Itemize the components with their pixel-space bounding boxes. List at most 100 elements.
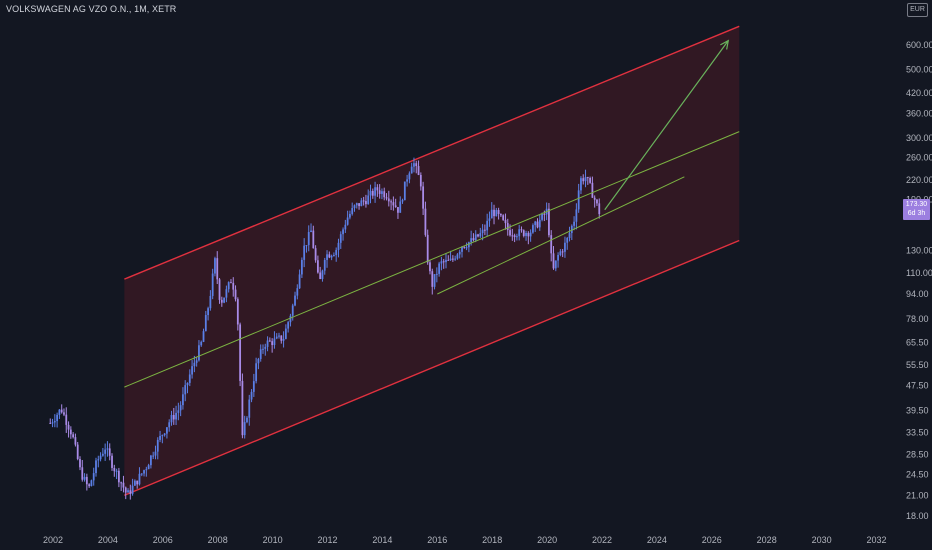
candle-body — [447, 259, 450, 261]
candle-body — [220, 299, 223, 303]
candle-body — [429, 262, 431, 272]
candle-body — [435, 273, 438, 275]
y-tick-label: 21.00 — [906, 490, 929, 500]
mid-trendline-short[interactable] — [437, 176, 685, 295]
candle-body — [575, 209, 578, 222]
y-tick-label: 33.50 — [906, 428, 929, 438]
candle-body — [426, 234, 429, 263]
candle-body — [307, 232, 310, 246]
candle-body — [159, 435, 161, 440]
candle-body — [442, 261, 445, 263]
candle-body — [337, 242, 340, 250]
candle-body — [564, 242, 566, 252]
candle-body — [506, 223, 509, 231]
candle-body — [461, 246, 463, 252]
candle-body — [193, 362, 196, 367]
candle-body — [133, 480, 136, 486]
candle-body — [152, 455, 155, 457]
chart-title: VOLKSWAGEN AG VZO O.N., 1M, XETR — [6, 4, 177, 14]
last-price-countdown: 6d 3h — [907, 210, 926, 217]
candle-body — [168, 422, 171, 428]
channel-upper-line[interactable] — [124, 25, 740, 280]
candle-body — [490, 209, 493, 219]
candle-body — [410, 166, 413, 174]
candle-body — [495, 210, 498, 217]
y-tick-label: 78.00 — [906, 314, 929, 324]
candle-body — [312, 230, 315, 249]
candle-body — [483, 229, 486, 231]
candle-body — [316, 260, 319, 273]
candle-body — [333, 255, 335, 257]
candle-body — [584, 177, 587, 182]
candle-body — [445, 259, 447, 263]
candle-body — [376, 187, 379, 191]
candle-body — [294, 295, 296, 306]
candle-body — [392, 202, 395, 206]
candle-body — [440, 261, 443, 264]
candle-body — [458, 251, 461, 255]
candle-body — [408, 173, 411, 180]
candle-body — [548, 208, 550, 236]
candle-body — [60, 409, 63, 413]
candle-body — [303, 245, 306, 260]
candle-body — [218, 279, 221, 300]
candle-body — [211, 273, 214, 296]
y-tick-label: 360.00 — [906, 109, 932, 119]
candle-body — [175, 412, 177, 420]
candle-body — [170, 415, 173, 423]
candle-body — [129, 490, 132, 494]
candle-body — [362, 200, 365, 202]
candle-body — [406, 179, 409, 182]
candle-body — [58, 409, 61, 415]
candle-body — [438, 263, 441, 274]
candle-body — [131, 485, 134, 494]
candle-body — [188, 374, 191, 383]
candle-body — [374, 187, 376, 196]
candle-body — [241, 380, 244, 436]
candle-body — [516, 236, 518, 238]
y-tick-label: 94.00 — [906, 289, 929, 299]
mid-trendline-long[interactable] — [124, 131, 740, 388]
candle-body — [305, 245, 308, 247]
candle-body — [97, 459, 100, 461]
candle-body — [431, 271, 434, 287]
candle-body — [415, 163, 418, 167]
candle-body — [246, 417, 248, 423]
candle-body — [257, 358, 260, 364]
last-price-value: 173.30 — [905, 201, 928, 208]
candle-body — [191, 366, 193, 375]
trendlines-layer — [124, 39, 740, 388]
candle-body — [559, 251, 562, 255]
candle-body — [497, 210, 500, 215]
candle-body — [344, 224, 347, 230]
projection-arrow[interactable] — [604, 40, 729, 211]
candle-body — [472, 238, 475, 241]
x-tick-label: 2020 — [537, 535, 557, 545]
candle-body — [342, 229, 344, 235]
candle-body — [280, 335, 283, 341]
candle-body — [252, 381, 255, 392]
candle-body — [300, 259, 303, 275]
candle-body — [90, 480, 93, 487]
candle-body — [358, 203, 360, 207]
candle-body — [127, 490, 129, 493]
candle-body — [113, 467, 116, 472]
candle-body — [202, 331, 205, 342]
candle-body — [53, 421, 56, 423]
candle-body — [81, 467, 84, 480]
candle-body — [525, 232, 527, 236]
candle-body — [161, 435, 164, 437]
x-tick-label: 2022 — [592, 535, 612, 545]
y-axis: 18.00 21.00 24.50 28.50 33.50 39.50 47.50 55.50… — [906, 40, 932, 521]
candle-body — [198, 345, 200, 361]
candle-body — [177, 410, 180, 413]
candle-body — [385, 197, 388, 199]
currency-button[interactable]: EUR — [907, 3, 928, 17]
x-tick-label: 2008 — [208, 535, 228, 545]
candle-body — [184, 385, 187, 395]
candle-body — [422, 186, 425, 209]
candle-body — [83, 476, 86, 480]
channel-lower-line[interactable] — [124, 239, 740, 496]
candle-body — [554, 260, 557, 269]
